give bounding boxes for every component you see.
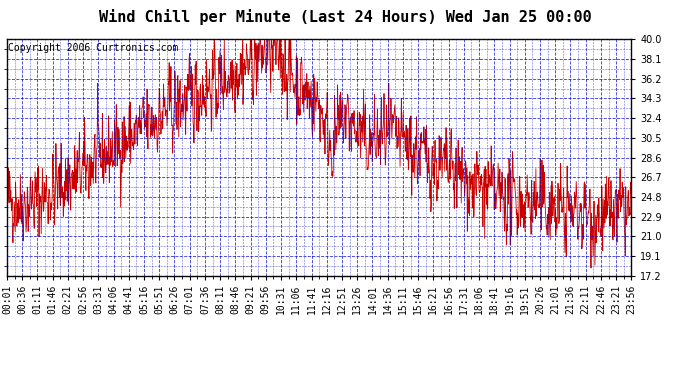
Text: Copyright 2006 Curtronics.com: Copyright 2006 Curtronics.com [8, 43, 179, 53]
Text: Wind Chill per Minute (Last 24 Hours) Wed Jan 25 00:00: Wind Chill per Minute (Last 24 Hours) We… [99, 9, 591, 26]
